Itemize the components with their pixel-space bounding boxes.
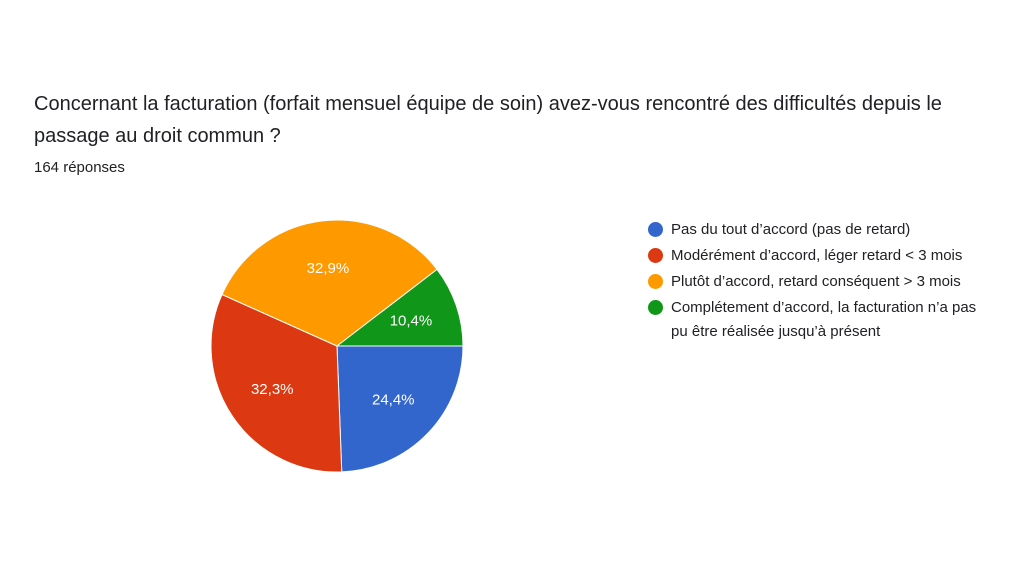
legend-swatch bbox=[648, 274, 663, 289]
legend-label: Modérément d’accord, léger retard < 3 mo… bbox=[671, 247, 963, 264]
pie-slice[interactable] bbox=[210, 293, 343, 473]
pie-slice[interactable] bbox=[336, 345, 464, 473]
slice-data-label: 32,3% bbox=[251, 381, 294, 398]
response-count: 164 réponses bbox=[34, 159, 125, 176]
legend-label: Pas du tout d’accord (pas de retard) bbox=[671, 221, 911, 238]
legend-swatch bbox=[648, 300, 663, 315]
legend-swatch bbox=[648, 248, 663, 263]
legend: Pas du tout d’accord (pas de retard) Mod… bbox=[648, 218, 978, 346]
legend-label: Complétement d’accord, la facturation n’… bbox=[671, 299, 977, 340]
pie-slice[interactable] bbox=[221, 219, 438, 347]
legend-item[interactable]: Complétement d’accord, la facturation n’… bbox=[648, 296, 978, 344]
legend-item[interactable]: Pas du tout d’accord (pas de retard) bbox=[648, 218, 978, 242]
pie-slice[interactable] bbox=[335, 268, 464, 347]
slice-data-label: 24,4% bbox=[372, 392, 415, 409]
chart-title: Concernant la facturation (forfait mensu… bbox=[34, 93, 942, 147]
legend-label: Plutôt d’accord, retard conséquent > 3 m… bbox=[671, 273, 961, 290]
legend-item[interactable]: Plutôt d’accord, retard conséquent > 3 m… bbox=[648, 270, 978, 294]
legend-swatch bbox=[648, 222, 663, 237]
slice-data-label: 10,4% bbox=[390, 312, 433, 329]
slice-data-label: 32,9% bbox=[307, 260, 350, 277]
legend-item[interactable]: Modérément d’accord, léger retard < 3 mo… bbox=[648, 244, 978, 268]
